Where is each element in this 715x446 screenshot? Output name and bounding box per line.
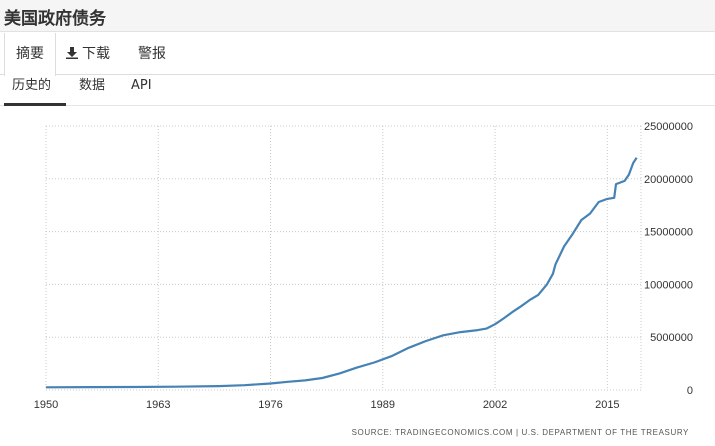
tab-download-label: 下载 xyxy=(82,46,110,62)
source-note: SOURCE: TRADINGECONOMICS.COM | U.S. DEPA… xyxy=(352,428,689,437)
tab-download[interactable]: 下载 xyxy=(66,33,110,75)
y-tick-label: 15000000 xyxy=(644,227,693,239)
x-tick-label: 2015 xyxy=(595,399,619,411)
tab-summary[interactable]: 摘要 xyxy=(4,33,56,76)
x-tick-label: 1963 xyxy=(146,399,170,411)
y-tick-label: 0 xyxy=(687,385,693,397)
title-bar: 美国政府债务 xyxy=(0,0,715,32)
subtab-history[interactable]: 历史的 xyxy=(4,75,66,106)
y-tick-label: 25000000 xyxy=(644,121,693,133)
x-axis-labels: 1950 1963 1976 1989 2002 2015 xyxy=(34,399,620,411)
subtab-data[interactable]: 数据 xyxy=(79,78,106,93)
main-tabs: 摘要 下载 警报 xyxy=(0,33,715,76)
tab-alert[interactable]: 警报 xyxy=(138,46,166,62)
series-line-debt xyxy=(45,157,638,389)
subtab-api[interactable]: API xyxy=(131,78,152,93)
y-tick-label: 5000000 xyxy=(650,332,693,344)
chart-grid xyxy=(45,125,642,391)
debt-line-chart: 1950 1963 1976 1989 2002 2015 0 5000000 1000000… xyxy=(34,121,693,437)
y-tick-label: 10000000 xyxy=(644,279,693,291)
sub-tabs: 历史的 数据 API xyxy=(0,75,715,106)
page-title: 美国政府债务 xyxy=(4,9,106,29)
x-tick-label: 2002 xyxy=(483,399,507,411)
y-axis-labels: 0 5000000 10000000 15000000 20000000 25000000 xyxy=(644,121,693,397)
download-icon xyxy=(66,47,78,59)
y-tick-label: 20000000 xyxy=(644,174,693,186)
x-tick-label: 1950 xyxy=(34,399,58,411)
x-tick-label: 1976 xyxy=(258,399,282,411)
x-tick-label: 1989 xyxy=(371,399,395,411)
